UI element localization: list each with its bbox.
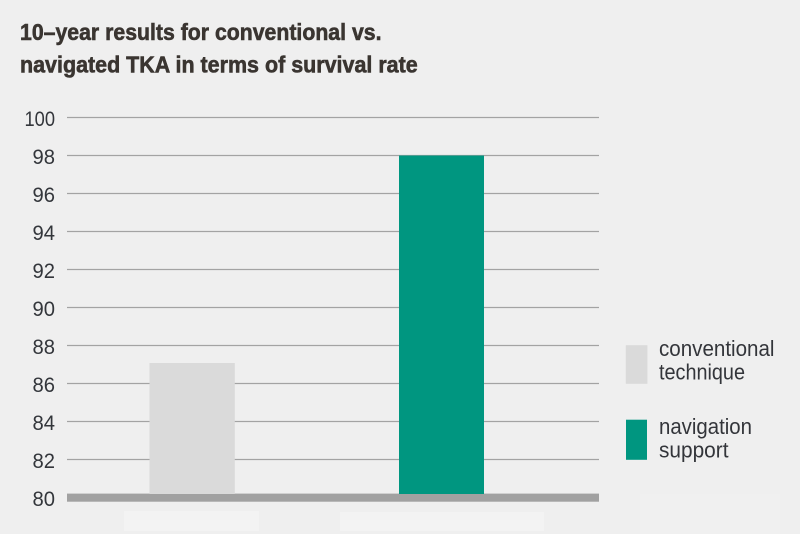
- svg-text:support: support: [659, 438, 729, 463]
- svg-text:technique: technique: [659, 360, 745, 385]
- svg-text:90: 90: [33, 297, 56, 321]
- svg-text:96: 96: [33, 183, 56, 207]
- svg-text:86: 86: [33, 373, 56, 397]
- svg-text:navigated TKA in terms of surv: navigated TKA in terms of survival rate: [20, 52, 418, 78]
- svg-text:100: 100: [25, 107, 56, 131]
- svg-text:92: 92: [33, 259, 56, 283]
- svg-text:10–year results for convention: 10–year results for conventional vs.: [20, 19, 382, 45]
- svg-text:82: 82: [33, 449, 56, 473]
- svg-text:conventional: conventional: [659, 336, 775, 361]
- svg-text:84: 84: [33, 411, 56, 435]
- svg-text:navigation: navigation: [659, 414, 752, 439]
- svg-text:88: 88: [33, 335, 56, 359]
- svg-text:94: 94: [33, 221, 56, 245]
- svg-text:98: 98: [33, 145, 56, 169]
- svg-text:80: 80: [33, 487, 56, 511]
